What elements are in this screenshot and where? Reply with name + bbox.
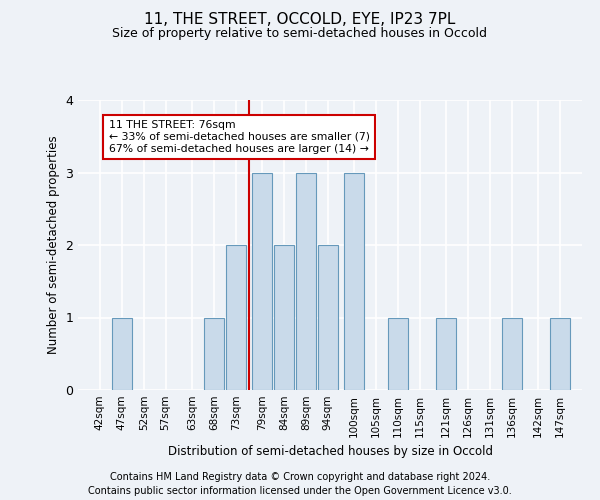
Bar <box>502 318 522 390</box>
Bar <box>550 318 570 390</box>
Text: Contains public sector information licensed under the Open Government Licence v3: Contains public sector information licen… <box>88 486 512 496</box>
Y-axis label: Number of semi-detached properties: Number of semi-detached properties <box>47 136 59 354</box>
Text: 11, THE STREET, OCCOLD, EYE, IP23 7PL: 11, THE STREET, OCCOLD, EYE, IP23 7PL <box>145 12 455 28</box>
X-axis label: Distribution of semi-detached houses by size in Occold: Distribution of semi-detached houses by … <box>167 446 493 458</box>
Bar <box>226 245 246 390</box>
Text: Size of property relative to semi-detached houses in Occold: Size of property relative to semi-detach… <box>113 28 487 40</box>
Bar <box>112 318 132 390</box>
Bar <box>274 245 294 390</box>
Bar <box>318 245 338 390</box>
Text: 11 THE STREET: 76sqm
← 33% of semi-detached houses are smaller (7)
67% of semi-d: 11 THE STREET: 76sqm ← 33% of semi-detac… <box>109 120 370 154</box>
Bar <box>344 172 364 390</box>
Bar <box>296 172 316 390</box>
Bar <box>252 172 272 390</box>
Bar <box>436 318 456 390</box>
Bar <box>388 318 408 390</box>
Text: Contains HM Land Registry data © Crown copyright and database right 2024.: Contains HM Land Registry data © Crown c… <box>110 472 490 482</box>
Bar <box>204 318 224 390</box>
